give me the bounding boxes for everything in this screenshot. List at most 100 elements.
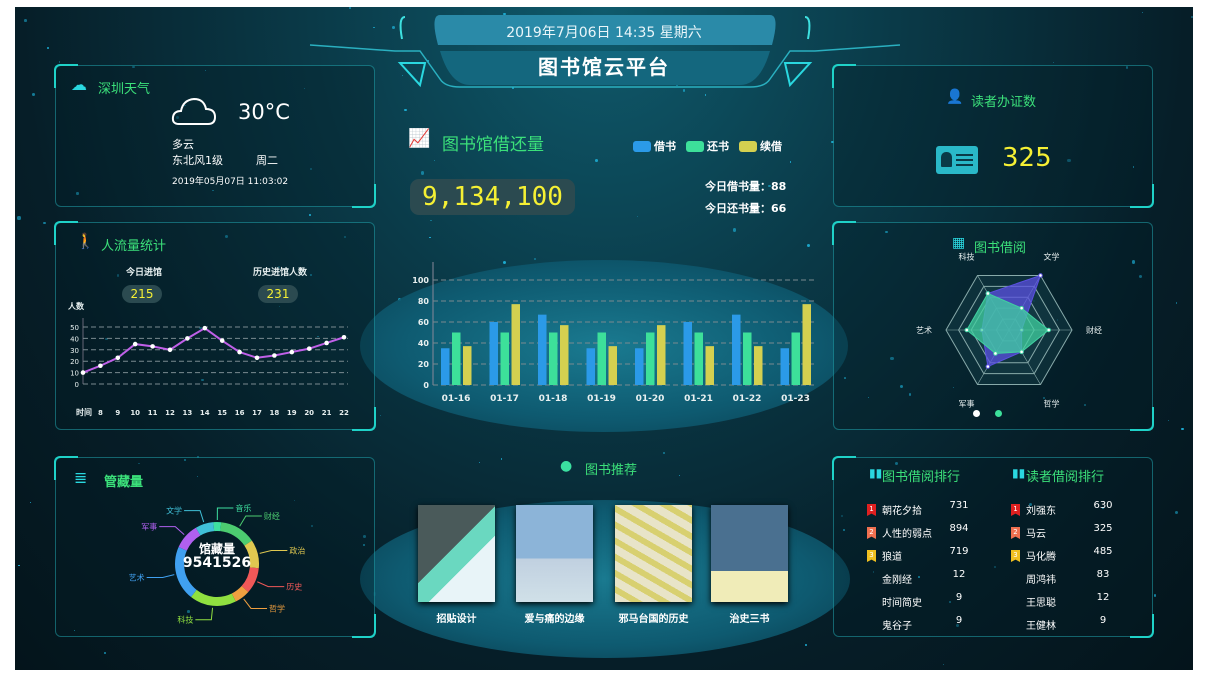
reader-ranking-title: 读者借阅排行 — [1026, 470, 1105, 485]
donut-leader-line — [243, 598, 268, 609]
ranking-name[interactable]: 马云 — [1026, 529, 1046, 540]
donut-slice — [244, 540, 259, 569]
x-tick-label: 8 — [98, 409, 103, 417]
donut-label: 文学 — [166, 506, 182, 516]
bar-还书 — [791, 332, 800, 385]
radar-point — [993, 351, 998, 356]
star-dot — [391, 26, 395, 29]
y-tick-label: 10 — [70, 370, 79, 378]
star-dot — [1174, 511, 1178, 515]
star-dot — [899, 384, 903, 389]
radar-point — [1038, 273, 1043, 278]
legend-label: 还书 — [707, 140, 729, 153]
legend-item[interactable]: 续借 — [739, 138, 782, 154]
radar-point — [1019, 349, 1024, 355]
id-card-icon — [936, 146, 978, 174]
star-dot — [103, 651, 106, 654]
ranking-name[interactable]: 鬼谷子 — [882, 621, 912, 632]
book-cover[interactable] — [516, 505, 593, 602]
x-tick-label: 21 — [322, 409, 332, 417]
bar-还书 — [597, 332, 606, 385]
weather-condition: 多云 — [172, 138, 194, 151]
ranking-name[interactable]: 刘强东 — [1026, 506, 1056, 517]
ranking-value: 9 — [1099, 615, 1107, 626]
ranking-name[interactable]: 王健林 — [1026, 621, 1056, 632]
legend-label: 续借 — [760, 140, 782, 153]
donut-leader-line — [239, 515, 262, 527]
star-dot — [949, 601, 951, 603]
book-title[interactable]: 治史三书 — [729, 614, 770, 625]
rank-ribbon-icon: 2 — [1011, 527, 1020, 539]
today-visits-value: 215 — [122, 285, 162, 303]
legend-swatch — [686, 140, 704, 152]
line-point — [150, 344, 155, 349]
star-dot — [427, 59, 430, 62]
ranking-name[interactable]: 周鸿祎 — [1026, 575, 1056, 586]
bar-借书 — [489, 322, 498, 385]
star-dot — [433, 159, 436, 161]
star-dot — [138, 462, 141, 465]
star-dot — [309, 213, 312, 216]
ranking-value: 9 — [955, 615, 963, 626]
line-point — [306, 346, 312, 351]
donut-label: 艺术 — [129, 573, 145, 583]
bar-借书 — [586, 348, 595, 385]
star-dot — [1125, 66, 1129, 69]
star-dot — [895, 462, 899, 466]
ranking-name[interactable]: 狼道 — [882, 552, 902, 563]
history-visits-value: 231 — [258, 285, 298, 303]
legend-item[interactable]: 借书 — [633, 138, 676, 154]
ranking-name[interactable]: 朝花夕拾 — [882, 506, 922, 517]
radar-point — [985, 364, 991, 369]
legend-item[interactable]: 还书 — [686, 138, 729, 154]
book-cover[interactable] — [615, 505, 692, 602]
star-dot — [196, 475, 198, 477]
dashboard: 2019年7月06日 14:35 星期六 图书馆云平台 ☁ 深圳天气 30°C … — [15, 7, 1193, 670]
x-tick-label: 17 — [252, 409, 262, 417]
star-dot — [32, 93, 35, 96]
pager-dot-1[interactable] — [973, 410, 980, 417]
star-dot — [373, 26, 375, 28]
x-tick-label: 18 — [270, 409, 280, 417]
book-cover[interactable] — [711, 505, 788, 602]
legend-label: 借书 — [654, 140, 676, 153]
star-dot — [663, 452, 666, 455]
bar-借书 — [635, 348, 644, 385]
star-dot — [343, 235, 346, 239]
donut-leader-line — [195, 607, 214, 621]
star-dot — [24, 19, 27, 22]
donut-slice — [178, 527, 201, 551]
collection-title: 管藏量 — [104, 475, 144, 490]
book-title[interactable]: 邪马台国的历史 — [618, 614, 689, 625]
star-dot — [201, 378, 204, 382]
line-point — [202, 325, 208, 331]
donut-leader-line — [259, 549, 288, 554]
header-datetime: 2019年7月06日 14:35 星期六 — [506, 25, 702, 41]
star-dot — [1191, 16, 1193, 19]
ranking-name[interactable]: 王思聪 — [1026, 598, 1056, 609]
line-point — [167, 347, 173, 353]
pager-dot-2[interactable] — [995, 410, 1002, 417]
y-tick-label: 30 — [70, 347, 79, 355]
rank-ribbon-icon: 3 — [867, 550, 876, 562]
star-dot — [47, 47, 50, 49]
book-title[interactable]: 爱与痛的边缘 — [524, 614, 585, 625]
star-dot — [363, 535, 367, 539]
ranking-name[interactable]: 时间简史 — [882, 598, 922, 609]
star-dot — [293, 499, 296, 502]
star-dot — [636, 215, 639, 218]
temperature: 30°C — [238, 100, 290, 124]
ranking-value: 325 — [1093, 523, 1113, 534]
bar-续借 — [560, 325, 569, 385]
donut-leader-line — [216, 507, 234, 521]
book-cover[interactable] — [418, 505, 495, 602]
star-dot — [420, 171, 425, 175]
x-tick-label: 01-19 — [587, 394, 616, 402]
reader-cards-value: 325 — [1002, 143, 1052, 173]
ranking-name[interactable]: 人性的弱点 — [882, 529, 932, 540]
ranking-name[interactable]: 金刚经 — [882, 575, 912, 586]
donut-leader-line — [184, 510, 205, 523]
ranking-name[interactable]: 马化腾 — [1026, 552, 1056, 563]
book-title[interactable]: 招贴设计 — [436, 614, 477, 625]
